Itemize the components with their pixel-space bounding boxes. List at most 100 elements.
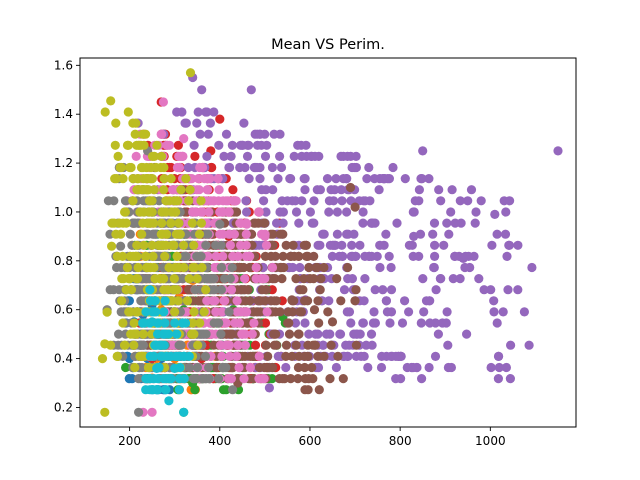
data-point	[208, 296, 218, 306]
data-point	[118, 251, 128, 261]
data-point	[268, 274, 278, 284]
data-point	[489, 307, 499, 317]
data-point	[217, 351, 227, 361]
data-point	[346, 151, 356, 161]
data-point	[350, 202, 360, 212]
data-point	[342, 174, 352, 184]
data-point	[404, 240, 414, 250]
x-tick-label: 1000	[475, 434, 506, 448]
data-point	[226, 151, 236, 161]
data-point	[504, 240, 514, 250]
data-point	[148, 251, 158, 261]
data-point	[363, 362, 373, 373]
data-point	[145, 285, 155, 295]
data-point	[503, 285, 513, 295]
data-point	[125, 274, 135, 284]
data-point	[332, 229, 342, 239]
data-point	[335, 329, 346, 339]
data-point	[110, 140, 120, 150]
data-point	[486, 362, 496, 373]
data-point	[264, 383, 274, 393]
data-point	[273, 174, 283, 184]
data-point	[192, 118, 202, 128]
data-point	[103, 196, 113, 206]
y-tick-label: 1.0	[54, 205, 73, 219]
data-point	[107, 241, 117, 251]
data-point	[245, 362, 255, 373]
data-point	[116, 162, 127, 173]
data-point	[322, 174, 333, 184]
data-point	[159, 285, 169, 295]
data-point	[314, 318, 324, 328]
plot-frame	[79, 57, 577, 428]
data-point	[202, 107, 212, 117]
data-point	[500, 229, 511, 239]
data-point	[175, 374, 185, 384]
data-point	[192, 274, 202, 284]
data-point	[324, 196, 334, 206]
data-point	[137, 229, 147, 239]
data-point	[493, 351, 504, 361]
data-point	[241, 229, 251, 239]
data-point	[161, 240, 171, 250]
data-point	[255, 129, 265, 139]
data-point	[159, 162, 169, 173]
data-point	[325, 374, 335, 384]
data-point	[150, 274, 160, 284]
data-point	[310, 151, 320, 161]
data-point	[221, 318, 231, 328]
data-point	[157, 229, 167, 239]
data-point	[429, 218, 440, 228]
data-point	[172, 351, 182, 361]
data-point	[299, 240, 309, 250]
data-point	[259, 196, 269, 206]
data-point	[236, 240, 246, 250]
data-point	[506, 340, 516, 350]
data-point	[355, 240, 365, 250]
y-tick-label: 1.6	[54, 58, 73, 72]
data-point	[261, 185, 271, 195]
data-point	[204, 207, 214, 217]
data-point	[319, 351, 329, 361]
data-point	[441, 318, 451, 328]
data-point	[203, 185, 213, 195]
data-point	[281, 340, 292, 350]
data-point	[193, 174, 203, 184]
data-point	[189, 329, 199, 339]
data-point	[323, 307, 333, 317]
data-point	[197, 374, 207, 384]
data-point	[174, 229, 184, 239]
data-point	[205, 118, 215, 128]
data-point	[234, 262, 244, 273]
data-point	[132, 274, 143, 284]
data-point	[493, 374, 503, 384]
data-point	[486, 285, 496, 295]
data-point	[262, 307, 272, 317]
data-point	[183, 162, 193, 173]
data-point	[182, 296, 193, 306]
y-tick-label: 0.8	[54, 254, 73, 268]
data-point	[288, 240, 298, 250]
data-point	[294, 218, 304, 228]
data-point	[381, 229, 391, 239]
data-point	[114, 329, 124, 339]
data-point	[444, 229, 454, 239]
x-tick-label: 600	[299, 434, 322, 448]
data-point	[303, 340, 313, 350]
data-point	[160, 385, 171, 395]
data-point	[259, 362, 269, 373]
data-point	[100, 107, 110, 117]
data-point	[131, 151, 141, 161]
data-point	[502, 251, 512, 261]
data-point	[128, 196, 138, 206]
data-point	[358, 318, 368, 328]
data-point	[338, 374, 348, 384]
data-point	[463, 196, 473, 206]
data-point	[252, 162, 262, 173]
data-point	[243, 318, 253, 328]
data-point	[424, 174, 434, 184]
data-point	[333, 351, 343, 361]
data-point	[270, 251, 280, 261]
data-point	[100, 407, 110, 417]
